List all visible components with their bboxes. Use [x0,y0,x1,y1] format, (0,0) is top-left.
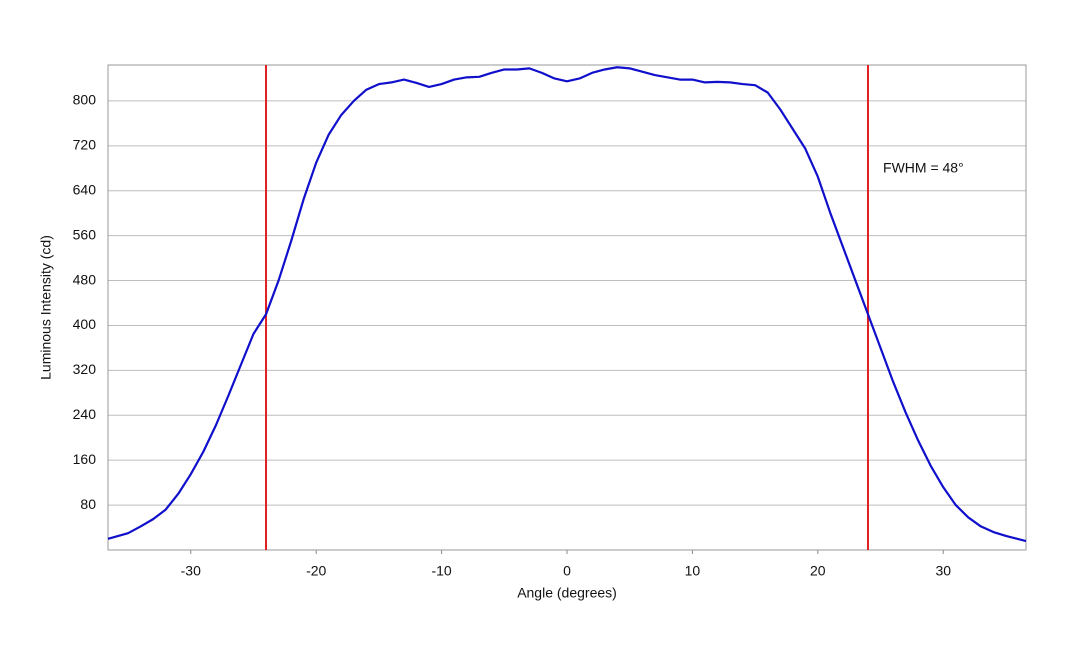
y-tick-label: 240 [73,406,97,422]
y-tick-label: 80 [80,496,96,512]
plot-frame [107,64,1027,551]
data-line [107,66,1027,543]
annotation: FWHM = 48° [883,160,964,176]
x-tick-label: -10 [431,563,451,579]
y-tick-label: 560 [73,226,97,242]
y-tick-label: 480 [73,271,97,287]
y-axis-label: Luminous Intensity (cd) [38,235,54,380]
x-axis-label: Angle (degrees) [517,585,617,601]
y-tick-label: 320 [73,361,97,377]
y-tick-label: 640 [73,181,97,197]
y-tick-label: 800 [73,92,97,108]
x-tick-label: 20 [810,563,826,579]
x-tick-label: 30 [935,563,951,579]
x-tick-label: -20 [306,563,326,579]
x-tick-label: 0 [563,563,571,579]
x-tick-label: -30 [181,563,201,579]
y-tick-label: 400 [73,316,97,332]
y-tick-label: 160 [73,451,97,467]
y-tick-label: 720 [73,137,97,153]
x-tick-label: 10 [685,563,701,579]
